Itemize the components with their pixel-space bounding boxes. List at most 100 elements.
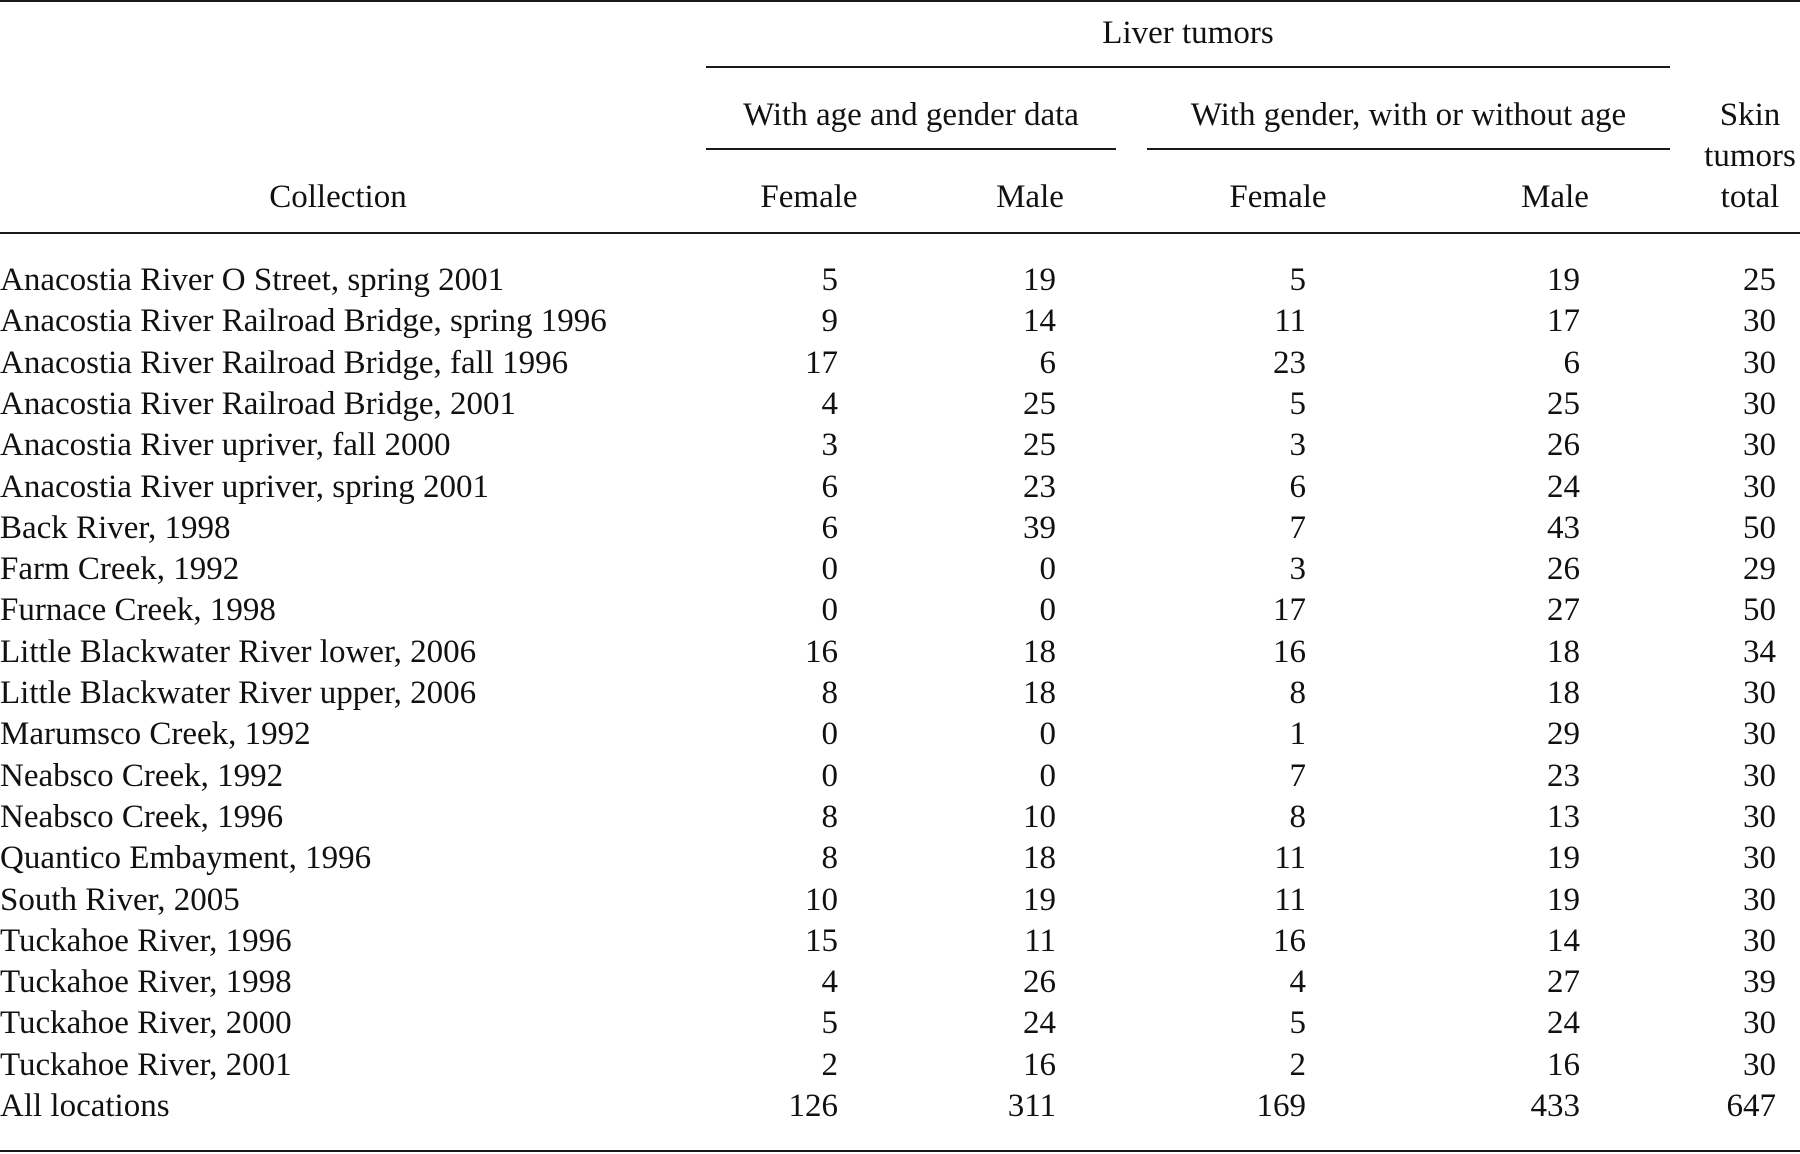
cell-skin-total: 30 — [1743, 427, 1776, 463]
cell-collection: Marumsco Creek, 1992 — [0, 716, 311, 752]
cell-male-age-gender: 0 — [1039, 716, 1057, 752]
cell-female-age-gender: 6 — [821, 469, 839, 505]
cell-skin-total: 30 — [1743, 675, 1776, 711]
cell-female-age-gender: 126 — [788, 1088, 839, 1124]
cell-female-gender: 16 — [1273, 923, 1306, 959]
cell-collection: Little Blackwater River lower, 2006 — [0, 634, 477, 670]
cell-female-gender: 17 — [1273, 592, 1306, 628]
cell-female-gender: 16 — [1273, 634, 1306, 670]
age-gender-rule — [706, 148, 1116, 150]
cell-female-gender: 5 — [1289, 1005, 1307, 1041]
cell-female-gender: 3 — [1289, 427, 1307, 463]
header-collection: Collection — [269, 179, 407, 215]
cell-skin-total: 30 — [1743, 923, 1776, 959]
cell-female-age-gender: 4 — [821, 964, 839, 1000]
cell-female-gender: 5 — [1289, 386, 1307, 422]
cell-male-gender: 19 — [1547, 262, 1580, 298]
header-skin-line1: Skin — [1719, 97, 1781, 133]
cell-female-gender: 1 — [1289, 716, 1307, 752]
cell-male-gender: 13 — [1547, 799, 1580, 835]
cell-female-age-gender: 5 — [821, 262, 839, 298]
cell-male-age-gender: 0 — [1039, 758, 1057, 794]
cell-male-age-gender: 25 — [1023, 427, 1056, 463]
cell-female-age-gender: 10 — [805, 882, 838, 918]
cell-skin-total: 30 — [1743, 386, 1776, 422]
cell-male-gender: 19 — [1547, 882, 1580, 918]
cell-male-gender: 433 — [1530, 1088, 1581, 1124]
cell-male-age-gender: 39 — [1023, 510, 1056, 546]
cell-collection: Little Blackwater River upper, 2006 — [0, 675, 477, 711]
cell-collection: Anacostia River Railroad Bridge, 2001 — [0, 386, 516, 422]
cell-collection: Farm Creek, 1992 — [0, 551, 240, 587]
cell-female-gender: 4 — [1289, 964, 1307, 1000]
cell-female-gender: 11 — [1274, 303, 1306, 339]
cell-male-gender: 43 — [1547, 510, 1580, 546]
cell-female-gender: 6 — [1289, 469, 1307, 505]
cell-male-gender: 17 — [1547, 303, 1580, 339]
cell-female-age-gender: 8 — [821, 675, 839, 711]
cell-skin-total: 30 — [1743, 716, 1776, 752]
cell-skin-total: 50 — [1743, 592, 1776, 628]
cell-male-age-gender: 18 — [1023, 840, 1056, 876]
cell-skin-total: 30 — [1743, 303, 1776, 339]
liver-tumors-rule — [706, 66, 1670, 68]
cell-female-age-gender: 0 — [821, 758, 839, 794]
cell-male-age-gender: 6 — [1039, 345, 1057, 381]
cell-skin-total: 30 — [1743, 1047, 1776, 1083]
cell-female-age-gender: 0 — [821, 716, 839, 752]
header-female-2: Female — [1229, 179, 1327, 215]
cell-female-age-gender: 17 — [805, 345, 838, 381]
cell-male-age-gender: 25 — [1023, 386, 1056, 422]
cell-male-age-gender: 0 — [1039, 551, 1057, 587]
cell-female-age-gender: 0 — [821, 592, 839, 628]
cell-male-gender: 14 — [1547, 923, 1580, 959]
cell-collection: All locations — [0, 1088, 170, 1124]
header-male-1: Male — [996, 179, 1064, 215]
cell-male-age-gender: 23 — [1023, 469, 1056, 505]
cell-collection: Tuckahoe River, 1998 — [0, 964, 292, 1000]
cell-skin-total: 50 — [1743, 510, 1776, 546]
cell-collection: Anacostia River upriver, spring 2001 — [0, 469, 489, 505]
cell-male-age-gender: 11 — [1024, 923, 1056, 959]
cell-collection: Anacostia River O Street, spring 2001 — [0, 262, 505, 298]
cell-female-age-gender: 6 — [821, 510, 839, 546]
cell-male-gender: 26 — [1547, 427, 1580, 463]
cell-male-gender: 23 — [1547, 758, 1580, 794]
gender-rule — [1147, 148, 1670, 150]
header-bottom-rule — [0, 232, 1800, 234]
cell-skin-total: 30 — [1743, 758, 1776, 794]
cell-male-age-gender: 14 — [1023, 303, 1056, 339]
header-female-1: Female — [760, 179, 858, 215]
cell-female-gender: 8 — [1289, 799, 1307, 835]
cell-skin-total: 30 — [1743, 882, 1776, 918]
cell-female-age-gender: 2 — [821, 1047, 839, 1083]
cell-male-gender: 16 — [1547, 1047, 1580, 1083]
header-group-age-gender: With age and gender data — [743, 97, 1079, 133]
bottom-rule — [0, 1150, 1800, 1152]
cell-male-gender: 26 — [1547, 551, 1580, 587]
cell-skin-total: 39 — [1743, 964, 1776, 1000]
header-skin-line2: tumors — [1704, 138, 1796, 174]
cell-female-gender: 7 — [1289, 510, 1307, 546]
cell-collection: Anacostia River Railroad Bridge, fall 19… — [0, 345, 569, 381]
cell-male-age-gender: 311 — [1007, 1088, 1056, 1124]
cell-collection: Furnace Creek, 1998 — [0, 592, 276, 628]
top-rule — [0, 0, 1800, 2]
cell-male-age-gender: 18 — [1023, 675, 1056, 711]
cell-male-age-gender: 24 — [1023, 1005, 1056, 1041]
cell-collection: Tuckahoe River, 2000 — [0, 1005, 292, 1041]
cell-female-age-gender: 8 — [821, 799, 839, 835]
cell-skin-total: 30 — [1743, 345, 1776, 381]
cell-skin-total: 30 — [1743, 840, 1776, 876]
cell-male-gender: 24 — [1547, 1005, 1580, 1041]
cell-female-gender: 23 — [1273, 345, 1306, 381]
cell-female-gender: 2 — [1289, 1047, 1307, 1083]
cell-female-gender: 8 — [1289, 675, 1307, 711]
cell-female-age-gender: 5 — [821, 1005, 839, 1041]
header-male-2: Male — [1521, 179, 1589, 215]
cell-collection: Anacostia River upriver, fall 2000 — [0, 427, 451, 463]
cell-male-age-gender: 18 — [1023, 634, 1056, 670]
cell-skin-total: 30 — [1743, 799, 1776, 835]
header-skin-line3: total — [1720, 179, 1780, 215]
cell-male-gender: 18 — [1547, 634, 1580, 670]
